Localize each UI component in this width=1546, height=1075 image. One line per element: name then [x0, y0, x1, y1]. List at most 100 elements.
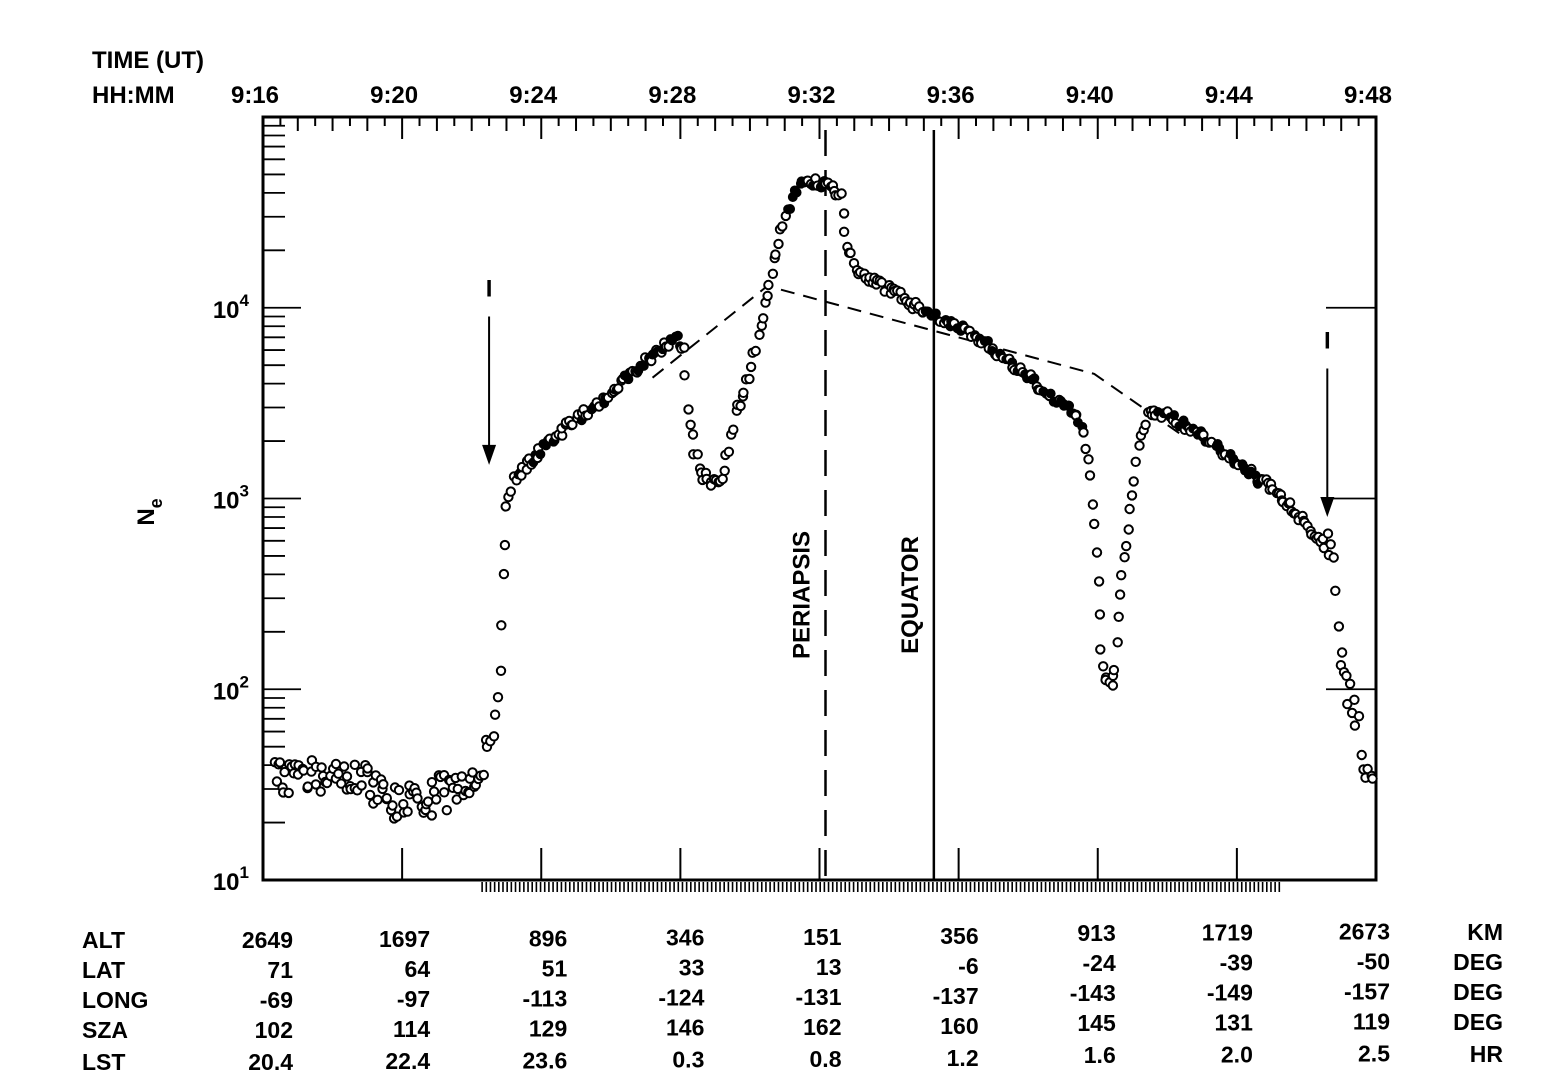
- table-cell: 896: [529, 925, 567, 951]
- data-point: [505, 486, 516, 497]
- data-point: [838, 226, 850, 238]
- data-point: [1045, 388, 1056, 399]
- data-point: [758, 313, 769, 324]
- data-point: [496, 620, 507, 631]
- data-point: [1112, 637, 1123, 648]
- data-point: [719, 465, 730, 476]
- data-point: [302, 781, 313, 792]
- orbit-table: ALT 2649 1697 896 346 151 356 913 1719 2673 KM LAT 7…: [82, 919, 1503, 1075]
- data-point: [271, 776, 283, 787]
- table-row-label: SZA: [82, 1017, 128, 1043]
- table-row-unit: KM: [1467, 919, 1503, 945]
- time-tick-label: 9:28: [648, 82, 696, 109]
- data-point: [1089, 518, 1100, 530]
- data-point: [1084, 470, 1096, 481]
- data-point: [1140, 419, 1151, 430]
- data-point: [426, 777, 438, 788]
- data-point: [426, 810, 437, 821]
- data-point: [717, 473, 728, 485]
- data-point: [1325, 539, 1336, 550]
- table-cell: 13: [816, 954, 842, 980]
- data-point: [1083, 454, 1094, 465]
- data-point: [274, 757, 286, 768]
- data-point: [283, 787, 294, 799]
- data-point: [1134, 440, 1145, 451]
- table-cell: -97: [397, 986, 430, 1012]
- table-cell: 146: [666, 1015, 704, 1041]
- marker-label-periapsis: PERIAPSIS: [789, 531, 816, 659]
- table-cell: 131: [1215, 1009, 1254, 1035]
- data-point: [492, 692, 504, 703]
- data-point: [763, 279, 774, 291]
- data-point: [1098, 661, 1109, 672]
- data-point: [1169, 410, 1180, 421]
- table-row-unit: DEG: [1453, 1009, 1503, 1035]
- data-point: [422, 796, 434, 807]
- data-point: [316, 762, 327, 773]
- data-point: [754, 329, 765, 340]
- data-point: [773, 238, 784, 250]
- table-row-label: LAT: [82, 957, 125, 983]
- data-point: [1128, 476, 1139, 487]
- plot-frame: [261, 115, 1378, 882]
- table-cell: 356: [940, 923, 978, 949]
- data-point: [683, 404, 694, 415]
- data-point: [1333, 621, 1345, 632]
- data-point: [310, 779, 322, 790]
- time-tick-label: 9:32: [787, 82, 835, 109]
- table-row-unit: HR: [1470, 1041, 1504, 1067]
- data-point: [362, 763, 373, 774]
- table-cell: -24: [1083, 950, 1116, 976]
- data-point: [845, 247, 856, 259]
- data-point: [1087, 499, 1099, 510]
- arrow-label: I: [1324, 328, 1331, 355]
- data-point: [1336, 647, 1348, 658]
- data-point: [341, 771, 353, 782]
- data-point: [728, 424, 739, 435]
- arrow-label: I: [486, 275, 493, 302]
- data-point: [1123, 524, 1134, 535]
- data-point: [1284, 497, 1296, 508]
- time-format-label: HH:MM: [92, 82, 175, 109]
- table-cell: 129: [529, 1015, 567, 1041]
- table-cell: 0.8: [810, 1046, 842, 1072]
- table-cell: 346: [666, 925, 704, 951]
- table-row-unit: DEG: [1453, 979, 1503, 1005]
- data-point: [1029, 373, 1040, 384]
- data-point: [1367, 773, 1378, 784]
- data-point: [735, 400, 746, 412]
- data-point: [750, 345, 761, 357]
- table-cell: 1719: [1202, 919, 1253, 945]
- data-point: [767, 268, 779, 279]
- data-point: [535, 449, 546, 460]
- table-cell: -131: [795, 984, 841, 1010]
- y-tick-label: 104: [213, 291, 250, 324]
- table-cell: 2673: [1339, 919, 1390, 945]
- table-cell: 23.6: [522, 1047, 567, 1073]
- data-point: [1353, 711, 1365, 722]
- data-point: [364, 789, 376, 801]
- data-point: [836, 188, 847, 199]
- data-point: [1095, 644, 1106, 655]
- axis-ticks: [262, 117, 1377, 892]
- time-tick-label: 9:44: [1205, 82, 1254, 109]
- y-axis-title: Ne: [133, 498, 166, 525]
- table-cell: 1.6: [1084, 1042, 1116, 1068]
- table-cell: 913: [1077, 920, 1115, 946]
- table-cell: 119: [1353, 1009, 1390, 1035]
- data-point: [431, 794, 442, 805]
- data-point: [838, 208, 850, 219]
- data-point: [723, 446, 735, 457]
- data-point: [1119, 552, 1130, 563]
- model-curve: [651, 284, 1186, 438]
- data-point: [315, 786, 326, 797]
- data-point: [1349, 720, 1361, 731]
- data-point: [770, 249, 781, 260]
- table-cell: -69: [260, 987, 293, 1013]
- data-point: [777, 221, 788, 232]
- data-point: [1078, 427, 1089, 438]
- data-point: [785, 204, 796, 214]
- data-point: [1113, 611, 1124, 622]
- data-point: [567, 419, 578, 430]
- data-point: [744, 373, 755, 385]
